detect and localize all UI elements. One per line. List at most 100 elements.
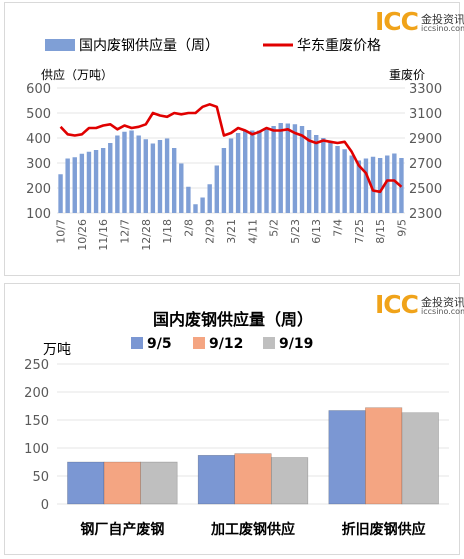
- logo-cn-text: 金投资讯: [421, 296, 464, 309]
- price-line: [59, 103, 403, 194]
- y-tick-label: 250: [24, 358, 49, 373]
- supply-bar: [356, 160, 362, 213]
- supply-bar: [186, 186, 191, 213]
- supply-bar: [93, 150, 99, 213]
- supply-bar: [129, 130, 134, 213]
- supply-bar: [228, 138, 234, 213]
- supply-bar: [314, 135, 319, 213]
- supply-bar: [157, 140, 163, 213]
- x-tick-label: 1/18: [161, 219, 174, 244]
- y-left-axis-title: 供应（万吨）: [41, 67, 113, 82]
- category-bar: [197, 454, 236, 505]
- supply-bar: [243, 131, 248, 213]
- y-left-tick-label: 400: [26, 132, 51, 147]
- supply-bar: [221, 148, 227, 213]
- supply-bar: [65, 158, 70, 213]
- supply-bar: [207, 184, 212, 213]
- y-tick-label: 200: [24, 386, 49, 401]
- y-left-tick-label: 500: [26, 107, 51, 122]
- category-bar: [270, 457, 309, 505]
- legend-swatch: [263, 337, 275, 349]
- category-bar: [365, 407, 403, 505]
- chart-title: 国内废钢供应量（周）: [152, 310, 313, 329]
- supply-bar: [143, 139, 148, 213]
- x-tick-label: 7/25: [353, 219, 366, 244]
- y-right-axis-title: 重废价: [389, 67, 425, 82]
- supply-bar: [370, 156, 376, 213]
- category-bar: [103, 461, 141, 505]
- x-category-label: 折旧废钢供应: [342, 521, 426, 538]
- x-tick-label: 3/21: [225, 219, 238, 244]
- x-tick-label: 5/2: [268, 219, 281, 237]
- supply-bar: [164, 138, 170, 213]
- supply-bar: [72, 157, 77, 213]
- category-bar: [67, 461, 105, 505]
- supply-bar: [392, 153, 397, 213]
- y-tick-label: 150: [24, 414, 49, 429]
- x-tick-label: 2/8: [182, 219, 195, 237]
- x-tick-label: 11/16: [97, 219, 110, 251]
- y-right-tick-label: 2700: [409, 157, 442, 172]
- y-left-tick-label: 300: [26, 157, 51, 172]
- supply-bar: [377, 158, 383, 213]
- logo-url-text: iccsino.com: [421, 307, 464, 316]
- supply-bar: [278, 123, 283, 213]
- supply-bar: [108, 143, 113, 213]
- category-bar: [234, 453, 272, 505]
- supply-bar: [363, 158, 369, 213]
- x-tick-label: 9/5: [395, 219, 408, 237]
- supply-bar: [200, 197, 205, 213]
- y-left-tick-label: 100: [26, 207, 51, 222]
- weekly-supply-price-chart-panel: ICC 金投资讯 iccsino.com 国内废钢供应量（周） 华东重废价格供应（…: [4, 2, 464, 276]
- y-right-tick-label: 2500: [409, 182, 442, 197]
- supply-bar: [342, 149, 347, 213]
- x-tick-label: 7/4: [332, 219, 345, 237]
- logo-mark: ICC: [375, 7, 419, 36]
- y-left-tick-label: 200: [26, 182, 51, 197]
- icc-logo: ICC 金投资讯 iccsino.com: [375, 7, 464, 36]
- icc-logo: ICC 金投资讯 iccsino.com: [375, 292, 464, 317]
- supply-bar: [306, 130, 312, 213]
- supply-bar: [235, 133, 241, 213]
- y-left-tick-label: 600: [26, 82, 51, 97]
- supply-bar: [328, 142, 333, 213]
- x-tick-label: 4/11: [246, 219, 259, 244]
- x-tick-label: 12/7: [118, 219, 131, 244]
- x-tick-label: 2/29: [204, 219, 217, 244]
- supply-bar: [292, 124, 298, 213]
- logo-cn-text: 金投资讯: [421, 13, 464, 26]
- supply-bar: [150, 143, 156, 213]
- logo-url-text: iccsino.com: [421, 24, 464, 33]
- category-bar: [140, 461, 178, 505]
- supply-bar: [285, 123, 291, 213]
- x-category-label: 钢厂自产废钢: [80, 521, 164, 538]
- legend-label-line: 华东重废价格: [297, 38, 381, 54]
- supply-bar: [321, 138, 326, 213]
- supply-bar: [115, 135, 120, 213]
- supply-bar: [257, 130, 262, 213]
- category-bar: [401, 412, 439, 505]
- supply-bar: [214, 165, 219, 213]
- y-tick-label: 0: [41, 498, 49, 513]
- x-tick-label: 12/28: [140, 219, 153, 251]
- supply-bar: [86, 151, 92, 213]
- x-tick-label: 10/7: [55, 219, 68, 244]
- legend-label-bars: 国内废钢供应量（周）: [79, 37, 219, 54]
- x-tick-label: 10/26: [76, 219, 89, 251]
- supply-bar: [335, 146, 340, 213]
- legend-swatch: [193, 337, 205, 349]
- y-right-tick-label: 3300: [409, 82, 442, 97]
- supply-bar: [349, 155, 354, 213]
- legend-label: 9/12: [209, 336, 243, 352]
- supply-bar: [122, 131, 127, 213]
- y-right-tick-label: 3100: [409, 107, 442, 122]
- supply-bar: [299, 126, 305, 213]
- legend-label: 9/5: [147, 336, 172, 352]
- legend-swatch: [131, 337, 143, 349]
- x-tick-label: 5/23: [289, 219, 302, 244]
- y-tick-label: 50: [32, 470, 49, 485]
- x-tick-label: 8/15: [374, 219, 387, 244]
- supply-bar: [193, 204, 198, 213]
- supply-bar: [171, 148, 177, 213]
